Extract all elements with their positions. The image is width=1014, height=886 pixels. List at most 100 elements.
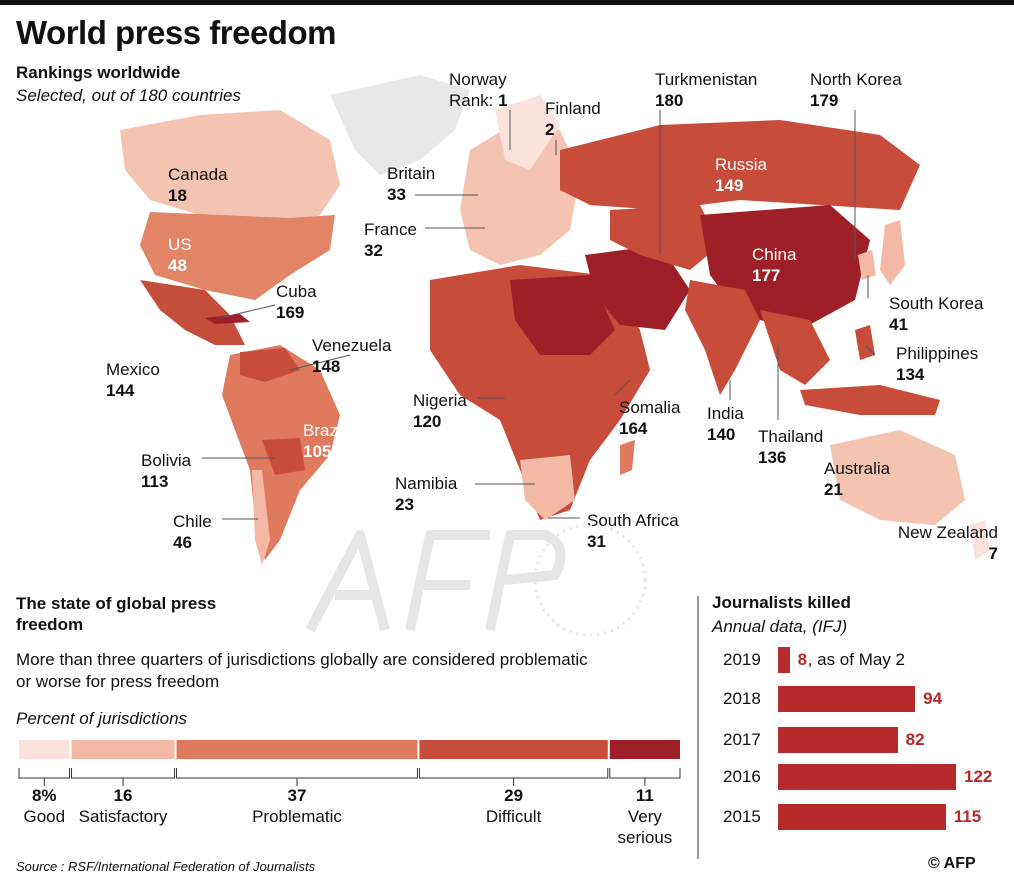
bolivia-shape <box>262 438 305 475</box>
indonesia-shape <box>800 385 940 415</box>
category-good: 8% Good <box>0 785 104 827</box>
state-title: The state of global press freedom <box>16 594 217 634</box>
killed-subtitle: Annual data, (IFJ) <box>712 617 848 636</box>
madagascar-shape <box>620 440 635 475</box>
label-russia: Russia 149 <box>715 155 767 195</box>
killed-row-2018: 2018 94 <box>712 686 1002 714</box>
label-india: India 140 <box>707 404 744 444</box>
label-thailand: Thailand 136 <box>758 427 824 467</box>
stack-segment-difficult <box>419 740 608 759</box>
label-australia: Australia 21 <box>824 459 891 499</box>
killed-bar <box>778 764 956 790</box>
killed-title: Journalists killed <box>712 593 851 612</box>
greenland-shape <box>330 75 470 175</box>
killed-year: 2016 <box>723 767 761 786</box>
se-asia-shape <box>760 310 830 385</box>
new-zealand-shape <box>970 520 990 560</box>
category-label: Satisfactory <box>78 807 168 826</box>
killed-note: , as of May 2 <box>807 650 905 669</box>
bracket-good <box>18 768 71 779</box>
label-britain: Britain 33 <box>387 164 436 204</box>
stack-segment-satisfactory <box>71 740 175 759</box>
copyright: © AFP <box>928 855 976 872</box>
category-value: 29 <box>504 786 524 805</box>
label-mexico: Mexico 144 <box>106 360 160 400</box>
japan-shape <box>880 220 905 285</box>
category-problematic: 37 Problematic <box>237 785 357 827</box>
category-satisfactory: 16 Satisfactory <box>63 785 183 827</box>
killed-year: 2015 <box>723 807 761 826</box>
category-value: 8% <box>31 786 57 805</box>
killed-year: 2018 <box>723 689 761 708</box>
killed-year: 2017 <box>723 730 761 749</box>
top-rule <box>0 0 1014 5</box>
russia-shape <box>560 120 920 210</box>
mexico-shape <box>140 280 245 345</box>
middle-east-shape <box>585 245 690 330</box>
killed-value: 115 <box>953 807 982 826</box>
killed-bar <box>778 727 898 753</box>
map-subtitle: Rankings worldwide <box>16 63 181 82</box>
bracket-problematic <box>176 768 418 779</box>
label-south-korea: South Korea 41 <box>889 294 984 334</box>
category-label: Very serious <box>617 807 673 847</box>
category-difficult: 29 Difficult <box>454 785 574 827</box>
label-turkmenistan: Turkmenistan 180 <box>655 70 758 110</box>
label-bolivia: Bolivia 113 <box>141 451 192 491</box>
label-namibia: Namibia 23 <box>395 474 458 514</box>
killed-row-2019: 2019 8, as of May 2 <box>712 647 1002 675</box>
north-africa-shape <box>510 275 615 355</box>
category-very-serious: 11 Very serious <box>585 785 705 848</box>
killed-bar <box>778 686 916 712</box>
central-asia-shape <box>610 205 720 270</box>
australia-shape <box>830 430 965 525</box>
label-philippines: Philippines 134 <box>896 344 979 384</box>
stacked-bar-chart <box>18 740 681 786</box>
label-brazil: Brazil 105 <box>303 421 346 461</box>
cuba-shape <box>205 314 250 324</box>
killed-value: 122 <box>964 767 993 786</box>
philippines-shape <box>855 325 875 360</box>
map-subnote: Selected, out of 180 countries <box>16 86 241 105</box>
killed-value: 94 <box>923 689 943 708</box>
label-china: China 177 <box>752 245 797 285</box>
label-finland: Finland 2 <box>545 99 601 139</box>
section-divider <box>697 596 699 859</box>
bracket-very-serious <box>609 768 681 779</box>
killed-row-2016: 2016 122 <box>712 764 1002 792</box>
canada-shape <box>120 110 340 225</box>
killed-bar <box>778 804 946 830</box>
venezuela-shape <box>240 348 300 382</box>
southern-africa-shape <box>520 455 575 520</box>
korea-shape <box>858 250 876 280</box>
state-note: Percent of jurisdictions <box>16 709 188 728</box>
label-us: US 48 <box>168 235 192 275</box>
bracket-difficult <box>418 768 609 779</box>
killed-value: 8 <box>797 650 808 669</box>
label-canada: Canada 18 <box>168 165 228 205</box>
page-title: World press freedom <box>16 14 336 51</box>
category-label: Good <box>23 807 66 826</box>
killed-value: 82 <box>905 730 925 749</box>
category-label: Difficult <box>485 807 542 826</box>
category-value: 37 <box>287 786 307 805</box>
category-value: 16 <box>113 786 133 805</box>
bracket-satisfactory <box>71 768 176 779</box>
label-north-korea: North Korea 179 <box>810 70 902 110</box>
label-somalia: Somalia 164 <box>619 398 681 438</box>
stack-segment-very-serious <box>609 740 680 759</box>
killed-row-2015: 2015 115 <box>712 804 1002 832</box>
label-france: France 32 <box>364 220 417 260</box>
label-venezuela: Venezuela 148 <box>312 336 392 376</box>
state-description: More than three quarters of jurisdiction… <box>16 650 588 691</box>
label-cuba: Cuba 169 <box>276 282 317 322</box>
stack-segment-good <box>19 740 70 759</box>
world-map <box>120 75 990 565</box>
category-value: 11 <box>635 786 654 805</box>
label-nigeria: Nigeria 120 <box>413 391 467 431</box>
stack-segment-problematic <box>176 740 418 759</box>
killed-row-2017: 2017 82 <box>712 727 1002 755</box>
killed-bar <box>778 647 790 673</box>
us-shape <box>140 212 335 300</box>
india-shape <box>685 280 760 395</box>
